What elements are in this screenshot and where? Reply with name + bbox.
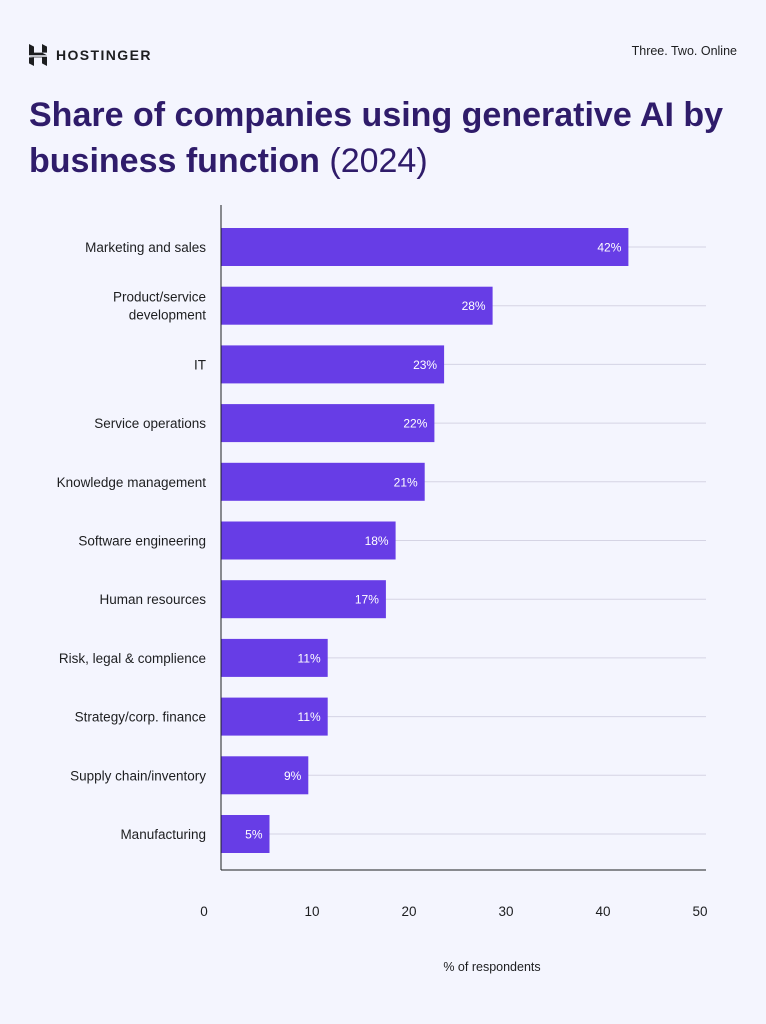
category-label: Manufacturing: [120, 827, 206, 842]
bar-value-label: 18%: [365, 534, 389, 548]
bar: [221, 462, 425, 501]
bar: [221, 638, 328, 677]
bar: [221, 815, 270, 853]
brand-logo: HOSTINGER: [29, 44, 152, 66]
chart-title-year: (2024): [329, 142, 428, 180]
tagline: Three. Two. Online: [631, 44, 737, 58]
category-label: Supply chain/inventory: [70, 768, 206, 783]
bar: [221, 228, 629, 266]
category-label: Service operations: [94, 416, 206, 431]
x-tick-label: 50: [692, 904, 707, 919]
bar-value-label: 42%: [597, 241, 621, 255]
brand-name: HOSTINGER: [56, 47, 152, 63]
bar: [221, 580, 386, 619]
bar-value-label: 11%: [298, 651, 321, 665]
category-label: Strategy/corp. finance: [75, 710, 206, 725]
bar-value-label: 23%: [413, 358, 437, 372]
bar: [221, 697, 328, 736]
bar-value-label: 17%: [355, 593, 379, 607]
bar-value-label: 5%: [245, 828, 263, 842]
bar: [221, 404, 435, 443]
category-label: Human resources: [99, 592, 206, 607]
x-tick-label: 30: [498, 904, 513, 919]
x-tick-label: 10: [304, 904, 319, 919]
bar-value-label: 11%: [298, 710, 321, 724]
bar: [221, 521, 396, 560]
x-tick-label: 40: [595, 904, 610, 919]
hostinger-logo-icon: [29, 44, 47, 66]
chart-title: Share of companies using generative AI b…: [29, 92, 729, 184]
bar: [221, 756, 309, 795]
x-tick-label: 0: [200, 904, 208, 919]
bar-value-label: 9%: [284, 769, 302, 783]
category-label: IT: [194, 357, 206, 372]
chart-title-main: Share of companies using generative AI b…: [29, 96, 724, 180]
category-label: Product/service development: [113, 290, 206, 323]
category-label: Risk, legal & complience: [59, 651, 206, 666]
bar: [221, 286, 493, 325]
category-label: Knowledge management: [57, 475, 207, 490]
bar-value-label: 21%: [394, 475, 418, 489]
x-axis-title: % of respondents: [443, 960, 540, 974]
bar-value-label: 22%: [403, 417, 427, 431]
category-label: Software engineering: [78, 534, 206, 549]
bar-value-label: 28%: [462, 299, 486, 313]
bar: [221, 345, 445, 384]
x-tick-label: 20: [401, 904, 416, 919]
category-label: Marketing and sales: [85, 240, 206, 255]
